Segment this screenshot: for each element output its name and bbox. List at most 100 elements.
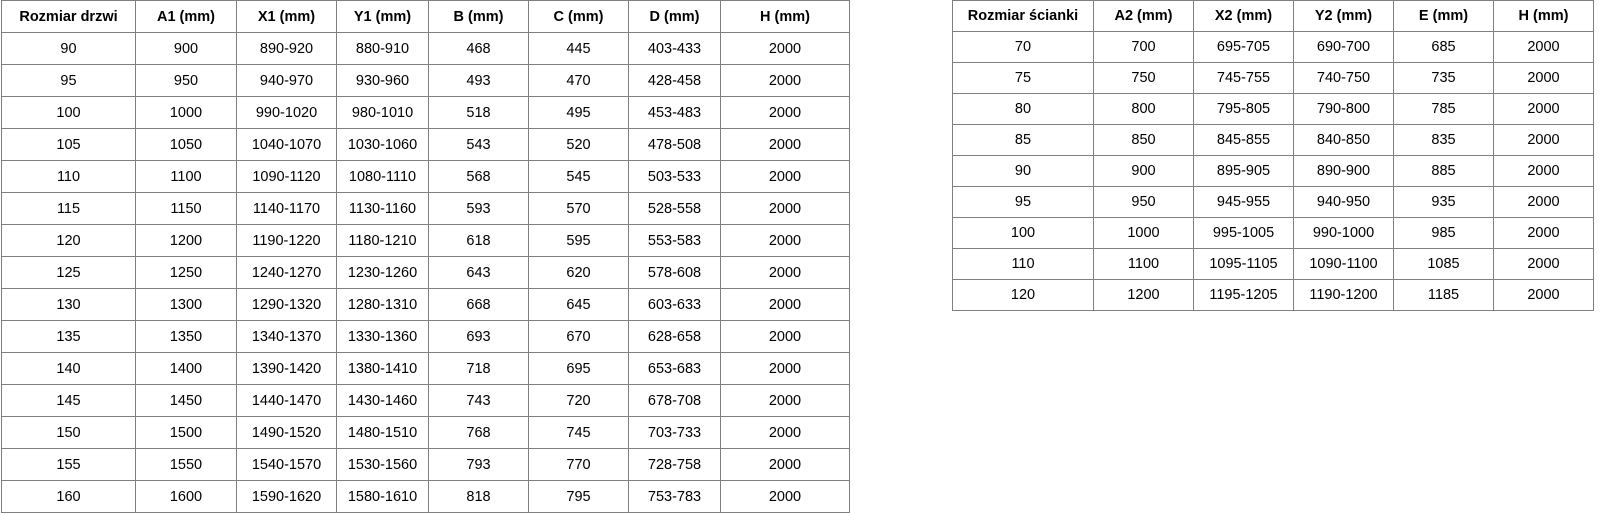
- table-cell: 2000: [1493, 248, 1594, 280]
- table-cell: 1050: [135, 128, 237, 161]
- table-cell: 1590-1620: [236, 480, 337, 513]
- table-cell: 1090-1120: [236, 160, 337, 193]
- walls_table-row-label: 95: [952, 186, 1094, 218]
- table-cell: 520: [528, 128, 629, 161]
- table-cell: 1240-1270: [236, 256, 337, 289]
- table-row: 70 700 695-705 690-700 685 2000: [952, 31, 1594, 63]
- table-row: 105 1050 1040-1070 1030-1060 543 520 478-508 20…: [1, 128, 850, 161]
- table-row: 160 1600 1590-1620 1580-1610 818 795 753-783 20…: [1, 480, 850, 513]
- table-cell: 1250: [135, 256, 237, 289]
- table-cell: 2000: [1493, 62, 1594, 94]
- table-cell: 2000: [1493, 124, 1594, 156]
- doors_table-row-label: 95: [1, 64, 136, 97]
- doors_table-row-label: 160: [1, 480, 136, 513]
- table-cell: 768: [428, 416, 529, 449]
- table-cell: 2000: [1493, 217, 1594, 249]
- table-cell: 2000: [720, 192, 850, 225]
- table-cell: 720: [528, 384, 629, 417]
- table-cell: 1040-1070: [236, 128, 337, 161]
- walls_table-row-label: 85: [952, 124, 1094, 156]
- doors_table-column-header: A1 (mm): [135, 0, 237, 33]
- table-cell: 643: [428, 256, 529, 289]
- table-cell: 553-583: [628, 224, 721, 257]
- table-cell: 2000: [720, 32, 850, 65]
- table-cell: 745: [528, 416, 629, 449]
- table-cell: 940-950: [1293, 186, 1394, 218]
- table-cell: 800: [1093, 93, 1194, 125]
- table-row: 120 1200 1190-1220 1180-1210 618 595 553-583 20…: [1, 224, 850, 257]
- walls_table-row-label: 110: [952, 248, 1094, 280]
- table-cell: 1490-1520: [236, 416, 337, 449]
- doors_table-row-label: 115: [1, 192, 136, 225]
- table-cell: 845-855: [1193, 124, 1294, 156]
- table-cell: 468: [428, 32, 529, 65]
- table-cell: 2000: [720, 384, 850, 417]
- table-cell: 740-750: [1293, 62, 1394, 94]
- table-cell: 1180-1210: [336, 224, 429, 257]
- table-cell: 990-1000: [1293, 217, 1394, 249]
- table-cell: 2000: [720, 480, 850, 513]
- walls_table-row-label: 75: [952, 62, 1094, 94]
- walls_table-column-header: A2 (mm): [1093, 0, 1194, 32]
- table-row: 125 1250 1240-1270 1230-1260 643 620 578-608 20…: [1, 256, 850, 289]
- table-cell: 940-970: [236, 64, 337, 97]
- doors_table-row-label: 155: [1, 448, 136, 481]
- doors_table-row-label: 125: [1, 256, 136, 289]
- table-cell: 1530-1560: [336, 448, 429, 481]
- table-cell: 718: [428, 352, 529, 385]
- table-row: 85 850 845-855 840-850 835 2000: [952, 124, 1594, 156]
- table-cell: 2000: [1493, 31, 1594, 63]
- table-cell: 428-458: [628, 64, 721, 97]
- table-row: 140 1400 1390-1420 1380-1410 718 695 653-683 20…: [1, 352, 850, 385]
- table-cell: 900: [135, 32, 237, 65]
- table-cell: 2000: [720, 416, 850, 449]
- walls_table-row-label: 100: [952, 217, 1094, 249]
- table-cell: 1190-1220: [236, 224, 337, 257]
- table-cell: 493: [428, 64, 529, 97]
- wall-size-table: Rozmiar ścianki A2 (mm) X2 (mm) Y2 (mm) E (m…: [952, 0, 1594, 311]
- table-cell: 1230-1260: [336, 256, 429, 289]
- table-row: 120 1200 1195-1205 1190-1200 1185 2000: [952, 279, 1594, 311]
- table-cell: 453-483: [628, 96, 721, 129]
- table-cell: 795: [528, 480, 629, 513]
- table-cell: 1580-1610: [336, 480, 429, 513]
- table-cell: 2000: [720, 224, 850, 257]
- table-cell: 695: [528, 352, 629, 385]
- table-cell: 1290-1320: [236, 288, 337, 321]
- doors_table-row-label: 135: [1, 320, 136, 353]
- table-cell: 1300: [135, 288, 237, 321]
- table-cell: 1185: [1393, 279, 1494, 311]
- table-cell: 2000: [720, 352, 850, 385]
- doors_table-row-label: 110: [1, 160, 136, 193]
- table-cell: 935: [1393, 186, 1494, 218]
- doors_table-row-label: 145: [1, 384, 136, 417]
- table-cell: 685: [1393, 31, 1494, 63]
- table-cell: 753-783: [628, 480, 721, 513]
- table-cell: 1440-1470: [236, 384, 337, 417]
- table-cell: 2000: [720, 160, 850, 193]
- table-cell: 628-658: [628, 320, 721, 353]
- table-cell: 1480-1510: [336, 416, 429, 449]
- table-row: 130 1300 1290-1320 1280-1310 668 645 603-633 20…: [1, 288, 850, 321]
- table-cell: 1350: [135, 320, 237, 353]
- table-cell: 1100: [135, 160, 237, 193]
- doors_table-row-label: 100: [1, 96, 136, 129]
- table-cell: 2000: [720, 64, 850, 97]
- doors_table-column-header: Rozmiar drzwi: [1, 0, 136, 33]
- table-cell: 1540-1570: [236, 448, 337, 481]
- table-cell: 900: [1093, 155, 1194, 187]
- table-cell: 703-733: [628, 416, 721, 449]
- table-cell: 1330-1360: [336, 320, 429, 353]
- table-cell: 1200: [1093, 279, 1194, 311]
- table-cell: 403-433: [628, 32, 721, 65]
- table-cell: 1430-1460: [336, 384, 429, 417]
- table-cell: 728-758: [628, 448, 721, 481]
- table-cell: 595: [528, 224, 629, 257]
- table-cell: 1195-1205: [1193, 279, 1294, 311]
- table-cell: 1095-1105: [1193, 248, 1294, 280]
- table-cell: 1090-1100: [1293, 248, 1394, 280]
- table-cell: 620: [528, 256, 629, 289]
- table-cell: 793: [428, 448, 529, 481]
- table-cell: 743: [428, 384, 529, 417]
- table-cell: 693: [428, 320, 529, 353]
